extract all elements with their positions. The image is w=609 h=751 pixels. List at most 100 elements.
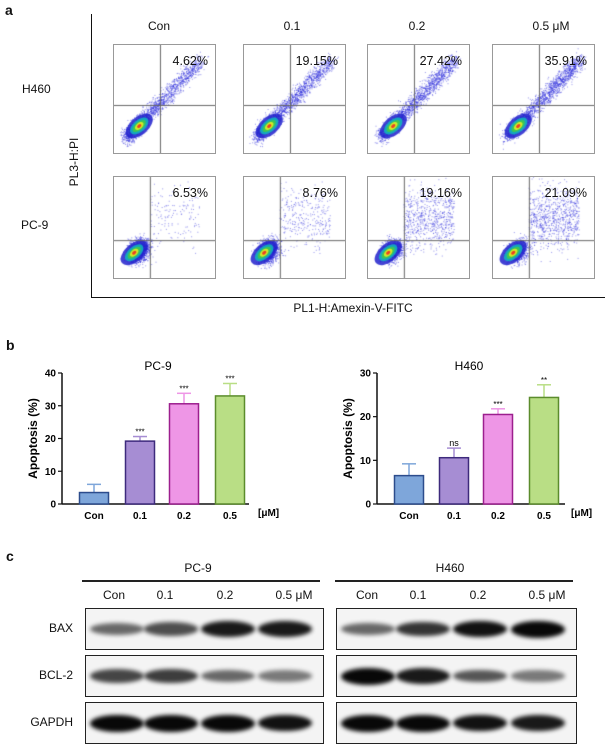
flow-percentage: 27.42%: [419, 54, 462, 68]
x-tick-label: 0.5: [537, 511, 551, 522]
flow-row-pc9: PC-9: [21, 218, 49, 232]
protein-band: [510, 620, 565, 638]
flow-percentage: 19.16%: [419, 186, 462, 200]
flow-frame: [91, 14, 605, 298]
y-axis-label: Apoptosis (%): [341, 398, 355, 479]
flow-percentage: 35.91%: [544, 54, 587, 68]
x-tick-label: 0.2: [491, 511, 505, 522]
flow-y-axis-label: PL3-H:PI: [67, 137, 81, 187]
flow-plot: [243, 44, 346, 154]
flow-plot: [113, 176, 216, 279]
bar: [214, 395, 246, 505]
flow-percentage: 19.15%: [295, 54, 338, 68]
protein-band: [341, 714, 396, 732]
y-tick-label: 30: [360, 369, 372, 380]
x-tick-label: Con: [84, 511, 103, 522]
protein-band: [201, 669, 256, 683]
protein-band: [201, 714, 256, 732]
y-tick-label: 20: [45, 434, 57, 445]
lane-label: 0.1: [409, 588, 427, 602]
flow-scatter: [244, 45, 345, 153]
protein-label: BAX: [48, 621, 73, 635]
x-tick-label: 0.1: [133, 511, 147, 522]
flow-percentage: 8.76%: [302, 186, 338, 200]
protein-band: [396, 667, 451, 685]
protein-band: [258, 620, 313, 638]
chart-title: PC-9: [144, 359, 172, 373]
x-tick-label: 0.2: [177, 511, 191, 522]
significance-label: ns: [449, 438, 459, 448]
panel-label-a: a: [5, 2, 13, 18]
blot-strip: [336, 702, 577, 744]
bar: [528, 396, 560, 505]
lane-label: Con: [102, 588, 126, 602]
blot-group-line: [335, 580, 573, 582]
chart-title: H460: [455, 359, 484, 373]
bar: [78, 491, 110, 505]
y-tick-label: 10: [45, 467, 57, 478]
y-tick-label: 0: [365, 500, 371, 511]
flow-percentage: 4.62%: [172, 54, 208, 68]
protein-label: GAPDH: [30, 715, 73, 729]
protein-band: [510, 714, 565, 732]
x-tick-label: Con: [399, 511, 418, 522]
significance-label: **: [541, 376, 547, 385]
blot-strip: [85, 655, 324, 697]
protein-band: [258, 714, 313, 732]
y-tick-label: 0: [50, 500, 56, 511]
lane-label: 0.2: [469, 588, 487, 602]
significance-label: ***: [179, 384, 188, 393]
protein-band: [89, 714, 144, 732]
protein-band: [89, 622, 144, 636]
flow-percentage: 6.53%: [172, 186, 208, 200]
blot-strip: [336, 655, 577, 697]
bar: [482, 413, 514, 505]
flow-plot: [492, 44, 595, 154]
y-tick-label: 30: [45, 401, 57, 412]
flow-scatter: [493, 177, 594, 278]
blot-strip: [85, 702, 324, 744]
protein-band: [258, 670, 313, 682]
x-unit-label: [μM]: [571, 508, 592, 519]
flow-col-0-5: 0.5 μM: [532, 19, 570, 33]
y-axis-label: Apoptosis (%): [26, 398, 40, 479]
protein-label: BCL-2: [38, 668, 73, 682]
blot-strip: [336, 608, 577, 650]
flow-plot: [492, 176, 595, 279]
flow-row-h460: H460: [22, 82, 51, 96]
lane-label: Con: [355, 588, 379, 602]
protein-band: [144, 668, 199, 684]
protein-band: [341, 622, 396, 636]
flow-scatter: [114, 45, 215, 153]
significance-label: ***: [225, 374, 234, 383]
x-unit-label: [μM]: [258, 508, 279, 519]
lane-label: 0.1: [156, 588, 174, 602]
protein-band: [453, 669, 508, 683]
lane-label: 0.2: [216, 588, 234, 602]
lane-label: 0.5 μM: [528, 588, 566, 602]
flow-plot: [243, 176, 346, 279]
flow-col-con: Con: [147, 19, 171, 33]
panel-label-b: b: [6, 337, 15, 353]
bar: [438, 456, 470, 505]
flow-scatter: [368, 177, 469, 278]
flow-plot: [113, 44, 216, 154]
significance-label: ***: [493, 400, 502, 409]
flow-scatter: [244, 177, 345, 278]
flow-scatter: [493, 45, 594, 153]
y-tick-label: 40: [45, 369, 57, 380]
blot-group-title: H460: [435, 561, 465, 575]
flow-percentage: 21.09%: [544, 186, 587, 200]
lane-label: 0.5 μM: [275, 588, 313, 602]
flow-col-0-1: 0.1: [283, 19, 301, 33]
y-tick-label: 20: [360, 412, 372, 423]
protein-band: [453, 714, 508, 732]
blot-group-title: PC-9: [184, 561, 212, 575]
protein-band: [144, 714, 199, 732]
protein-band: [341, 667, 396, 685]
apoptosis-bar-charts: PC-9 Apoptosis (%) 0 10 20 30 40 Con *** 0.1 *** 0.…: [26, 359, 592, 522]
flow-col-0-2: 0.2: [408, 19, 426, 33]
bar: [168, 403, 200, 505]
flow-scatter: [368, 45, 469, 153]
blot-group-line: [82, 580, 320, 582]
